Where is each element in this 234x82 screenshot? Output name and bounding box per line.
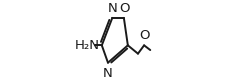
Text: O: O [119,2,129,15]
Text: O: O [139,29,150,42]
Text: N: N [107,2,117,15]
Text: H₂N: H₂N [74,39,99,52]
Text: N: N [102,67,112,80]
